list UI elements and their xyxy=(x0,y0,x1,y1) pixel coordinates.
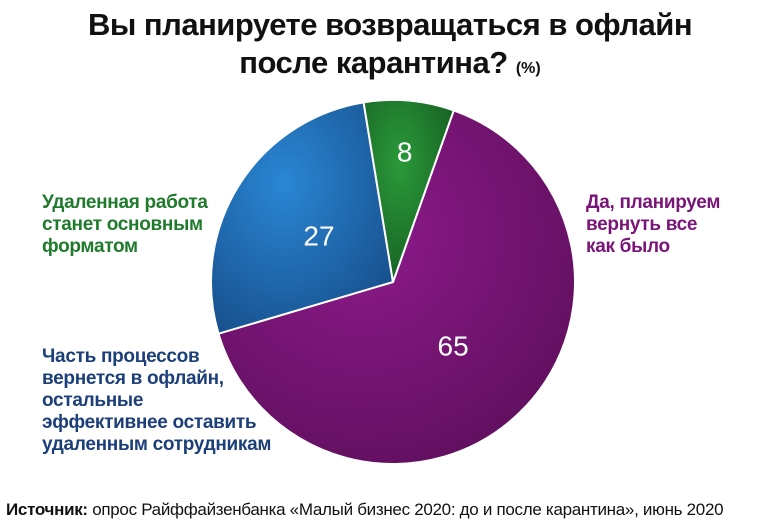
label-line: вернется в офлайн, xyxy=(42,368,224,389)
title-line-2-text: после карантина? xyxy=(239,45,508,80)
label-line: удаленным сотрудникам xyxy=(42,434,272,455)
label-line: Часть процессов xyxy=(42,346,200,367)
source-text: опрос Райффайзенбанка «Малый бизнес 2020… xyxy=(87,500,724,519)
slice-value-label: 65 xyxy=(438,330,469,361)
label-line: форматом xyxy=(42,236,138,257)
label-line: Да, планируем xyxy=(586,192,721,213)
slice-yes-purple xyxy=(217,109,576,465)
slice-remote-green xyxy=(362,99,456,283)
label-line: эффективнее оставить xyxy=(42,412,257,433)
chart-title: Вы планируете возвращаться в офлайн посл… xyxy=(0,6,780,88)
source-note: Источник: опрос Райффайзенбанка «Малый б… xyxy=(6,499,776,521)
label-line: остальные xyxy=(42,390,144,411)
label-line: станет основным xyxy=(42,214,203,235)
label-line: вернуть все xyxy=(586,214,698,235)
label-line: как было xyxy=(586,236,670,257)
label-line: Удаленная работа xyxy=(42,192,208,213)
legend-label-green: Удаленная работа станет основным формато… xyxy=(42,192,208,258)
slice-value-label: 8 xyxy=(397,136,413,167)
slice-value-label: 27 xyxy=(303,221,334,252)
title-line-2: после карантина? (%) xyxy=(0,44,780,88)
legend-label-blue: Часть процессов вернется в офлайн, остал… xyxy=(42,346,271,456)
source-prefix: Источник: xyxy=(6,500,88,519)
title-line-1: Вы планируете возвращаться в офлайн xyxy=(87,7,693,42)
slice-partial-blue xyxy=(210,101,395,335)
legend-label-purple: Да, планируем вернуть все как было xyxy=(586,192,720,258)
title-unit: (%) xyxy=(515,60,541,77)
